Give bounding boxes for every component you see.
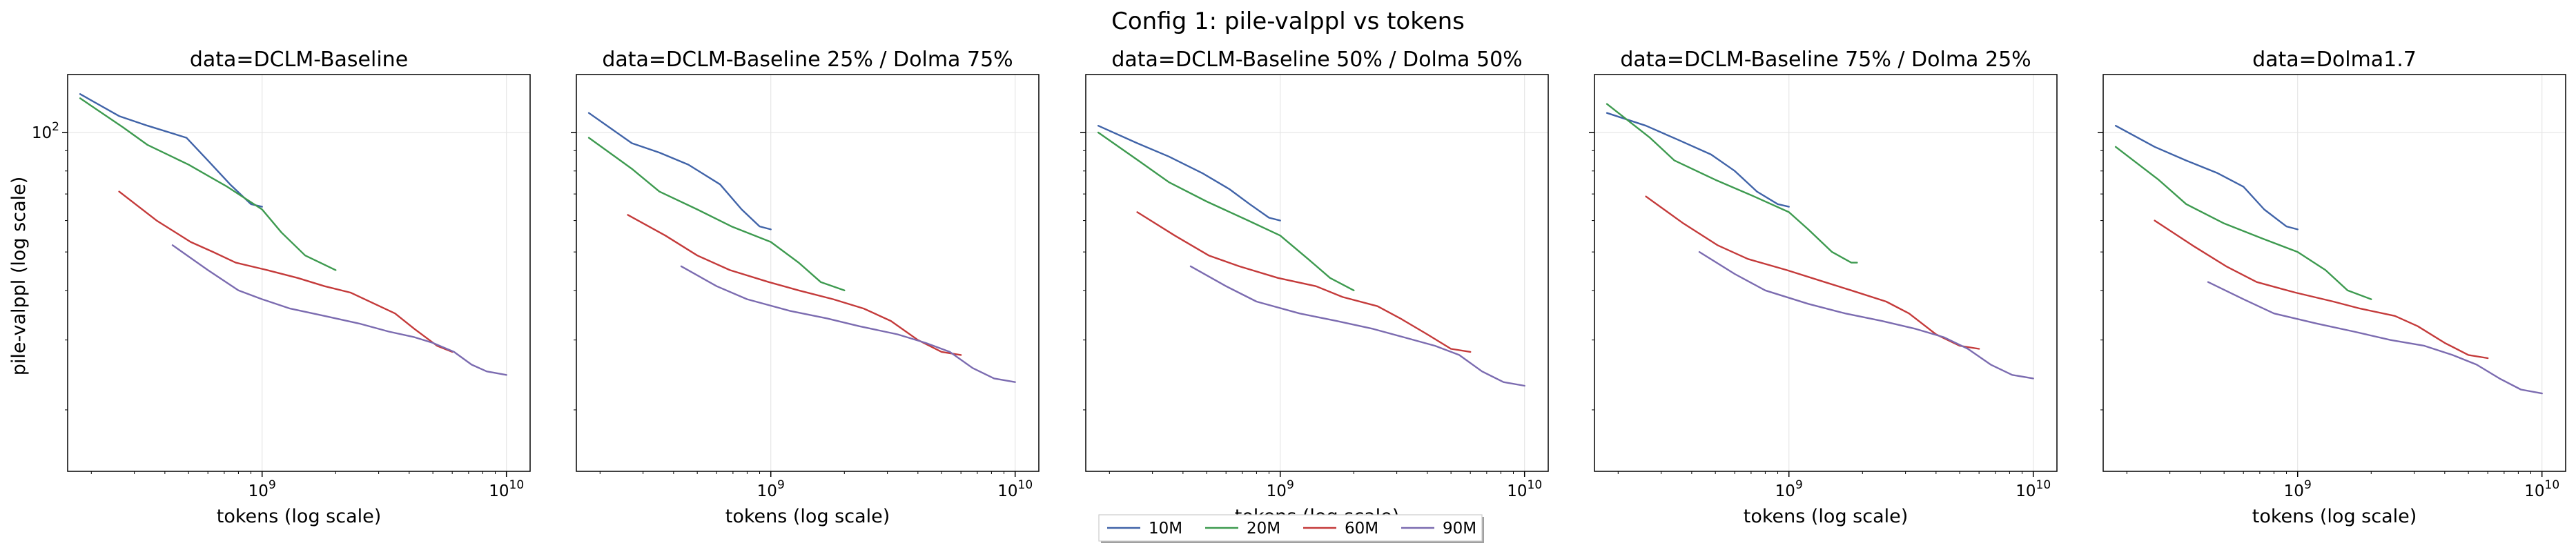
axes-frame xyxy=(1085,74,1549,472)
x-tick-exponent: 10 xyxy=(509,478,525,492)
series-line-60M xyxy=(118,190,453,353)
y-axis-label: pile-valppl (log scale) xyxy=(8,177,30,376)
x-axis-label: tokens (log scale) xyxy=(217,506,382,527)
x-axis-label: tokens (log scale) xyxy=(2252,506,2417,527)
series-line-10M xyxy=(587,112,772,230)
series-line-60M xyxy=(1136,211,1472,353)
series-line-90M xyxy=(680,265,1016,383)
x-axis-label: tokens (log scale) xyxy=(1744,506,1909,527)
series-line-90M xyxy=(2207,281,2543,395)
series-line-20M xyxy=(587,137,846,291)
series-line-60M xyxy=(2154,219,2489,360)
series-line-10M xyxy=(1606,112,1790,208)
series-line-90M xyxy=(1698,251,2034,380)
series-line-20M xyxy=(1097,131,1355,291)
x-tick-label: 109 xyxy=(2284,478,2312,500)
y-tick-exponent: 2 xyxy=(52,120,59,134)
series-line-90M xyxy=(171,244,507,376)
x-tick-exponent: 9 xyxy=(777,478,785,492)
legend-label-60M: 60M xyxy=(1345,520,1378,538)
series-line-10M xyxy=(1097,125,1281,222)
axes-frame xyxy=(67,74,531,472)
series-line-20M xyxy=(1606,103,1858,264)
x-tick-exponent: 10 xyxy=(1018,478,1033,492)
series-line-90M xyxy=(1189,265,1525,387)
x-tick-exponent: 9 xyxy=(1795,478,1803,492)
x-tick-exponent: 9 xyxy=(2304,478,2312,492)
series-line-20M xyxy=(79,97,337,271)
legend: 10M 20M 60M 90M xyxy=(1098,514,1484,543)
x-tick-exponent: 10 xyxy=(1528,478,1543,492)
x-tick-label: 109 xyxy=(248,478,276,500)
panel-title: data=DCLM-Baseline 25% / Dolma 75% xyxy=(602,48,1013,72)
axes-frame xyxy=(1594,74,2058,472)
x-tick-exponent: 9 xyxy=(1287,478,1294,492)
x-tick-exponent: 9 xyxy=(269,478,276,492)
legend-label-90M: 90M xyxy=(1443,520,1476,538)
figure-suptitle: Config 1: pile-valppl vs tokens xyxy=(1111,8,1465,35)
panel-title: data=DCLM-Baseline xyxy=(190,48,408,72)
series-line-20M xyxy=(2114,146,2372,300)
panel-title: data=DCLM-Baseline 75% / Dolma 25% xyxy=(1620,48,2031,72)
panel-title: data=Dolma1.7 xyxy=(2252,48,2417,72)
x-tick-label: 1010 xyxy=(2524,478,2559,500)
series-line-10M xyxy=(2114,125,2299,230)
legend-label-10M: 10M xyxy=(1149,520,1182,538)
axes-frame xyxy=(576,74,1040,472)
x-tick-exponent: 10 xyxy=(2545,478,2560,492)
x-tick-exponent: 10 xyxy=(2036,478,2051,492)
axes-frame xyxy=(2102,74,2566,472)
legend-label-20M: 20M xyxy=(1247,520,1280,538)
x-axis-label: tokens (log scale) xyxy=(725,506,890,527)
panel-title: data=DCLM-Baseline 50% / Dolma 50% xyxy=(1111,48,1522,72)
